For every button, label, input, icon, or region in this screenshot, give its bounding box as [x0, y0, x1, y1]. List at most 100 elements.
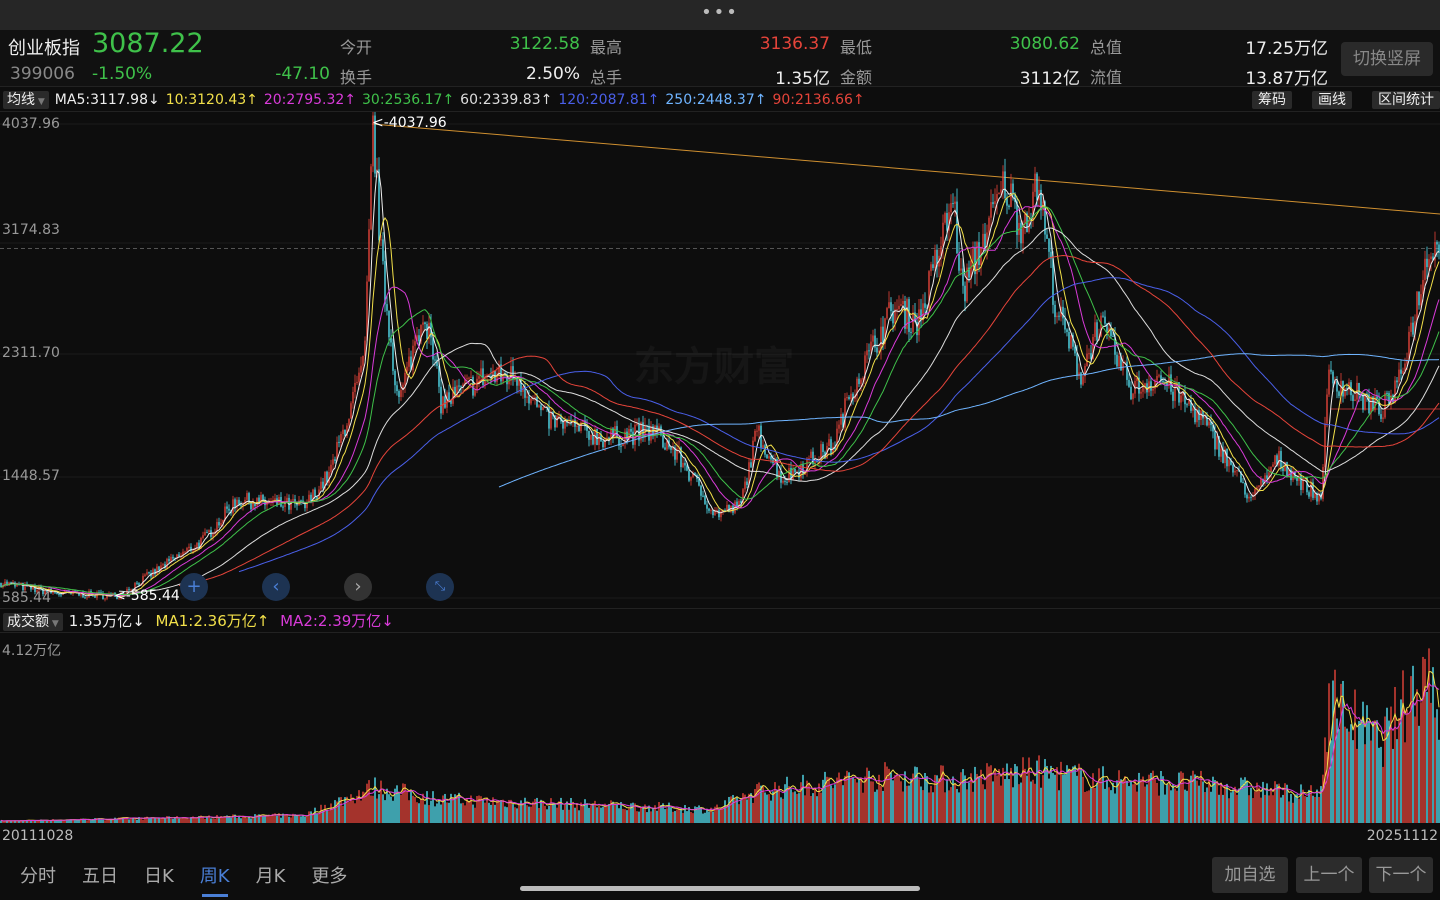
- ma-value: 10:3120.43↑: [165, 92, 258, 108]
- volume-bar: [554, 803, 556, 823]
- window-menu-handle[interactable]: •••: [0, 0, 1440, 30]
- tab-daily[interactable]: 日K: [144, 866, 174, 887]
- candle-body: [1366, 393, 1368, 395]
- volume-bar: [936, 775, 938, 823]
- volume-bar: [624, 809, 626, 823]
- candle-body: [1254, 488, 1256, 496]
- next-button[interactable]: 下一个: [1369, 857, 1433, 893]
- volume-bar: [412, 795, 414, 823]
- candle-body: [1068, 331, 1070, 349]
- candle-body: [1390, 395, 1392, 405]
- candle-body: [414, 341, 416, 346]
- previous-button[interactable]: 上一个: [1296, 857, 1362, 893]
- volume-bar: [1302, 789, 1304, 823]
- kline-chart[interactable]: [0, 112, 1440, 607]
- volume-bar: [246, 818, 248, 823]
- candle-body: [900, 304, 902, 306]
- ma-selector[interactable]: 均线 ▼: [3, 91, 49, 109]
- volume-bar: [388, 794, 390, 823]
- candle-body: [908, 299, 910, 332]
- volume-bar: [622, 808, 624, 823]
- candle-body: [1214, 431, 1216, 450]
- volume-bar: [180, 818, 182, 823]
- volume-bar: [1424, 658, 1426, 823]
- volume-chart[interactable]: [0, 632, 1440, 824]
- candle-body: [638, 423, 640, 441]
- volume-bar: [228, 816, 230, 823]
- ma-line-250: [498, 353, 1440, 488]
- candle-body: [1402, 370, 1404, 374]
- candle-body: [228, 508, 230, 511]
- volume-bar: [458, 792, 460, 823]
- candle-body: [580, 422, 582, 432]
- volume-bar: [1386, 707, 1388, 823]
- volume-bar: [778, 785, 780, 823]
- volume-bar: [350, 794, 352, 823]
- ma-value: 30:2536.17↑: [362, 92, 455, 108]
- zoom-in-button[interactable]: +: [180, 573, 208, 601]
- volume-bar: [1068, 770, 1070, 823]
- candle-body: [450, 399, 452, 404]
- candle-body: [1426, 258, 1428, 268]
- zoom-out-button[interactable]: ⤡: [426, 573, 454, 601]
- candle-body: [258, 497, 260, 504]
- volume-bar: [194, 818, 196, 823]
- volume-bar: [1216, 781, 1218, 823]
- candle-body: [688, 470, 690, 481]
- volume-bar: [64, 819, 66, 823]
- home-indicator[interactable]: [520, 886, 920, 891]
- candle-body: [1036, 173, 1038, 201]
- chip-button[interactable]: 筹码: [1252, 91, 1292, 109]
- candle-body: [808, 458, 810, 460]
- tab-weekly[interactable]: 周K: [199, 866, 230, 887]
- candle-body: [264, 499, 266, 506]
- volume-bar: [944, 792, 946, 823]
- candle-body: [902, 301, 904, 305]
- tab-more[interactable]: 更多: [311, 866, 348, 887]
- volume-bar: [354, 803, 356, 823]
- candle-body: [754, 430, 756, 441]
- candle-body: [1046, 234, 1048, 239]
- volume-bar: [372, 795, 374, 823]
- volume-bar: [374, 777, 376, 823]
- volume-bar: [420, 798, 422, 823]
- scroll-right-button[interactable]: ›: [344, 573, 372, 601]
- candle-body: [1208, 421, 1210, 426]
- scroll-left-button[interactable]: ‹: [262, 573, 290, 601]
- candle-body: [930, 264, 932, 272]
- ma-value: 90:2136.66↑: [772, 92, 865, 108]
- candle-body: [1120, 355, 1122, 371]
- volume-bar: [278, 813, 280, 823]
- volume-bar: [756, 784, 758, 823]
- candle-body: [42, 588, 44, 595]
- candle-body: [694, 473, 696, 476]
- tab-intraday[interactable]: 分时: [20, 866, 56, 887]
- candle-body: [1378, 399, 1380, 415]
- volume-bar: [132, 817, 134, 823]
- candle-body: [936, 249, 938, 267]
- candle-body: [354, 382, 356, 392]
- candle-body: [1332, 371, 1334, 384]
- candle-body: [194, 548, 196, 551]
- volume-bar: [42, 820, 44, 823]
- draw-line-button[interactable]: 画线: [1312, 91, 1352, 109]
- candle-body: [584, 420, 586, 427]
- candle-body: [912, 312, 914, 332]
- tab-monthly[interactable]: 月K: [255, 866, 286, 887]
- candle-body: [514, 379, 516, 381]
- candle-body: [410, 356, 412, 371]
- volume-bar: [466, 797, 468, 823]
- volume-bar: [1214, 780, 1216, 823]
- add-watchlist-button[interactable]: 加自选: [1212, 857, 1288, 893]
- volume-bar: [276, 815, 278, 823]
- candle-body: [6, 581, 8, 586]
- candle-body: [160, 565, 162, 571]
- volume-bar: [650, 811, 652, 823]
- tab-five-day[interactable]: 五日: [82, 866, 118, 887]
- volume-bar: [406, 791, 408, 823]
- volume-selector[interactable]: 成交额 ▼: [3, 613, 63, 631]
- volume-bar: [38, 820, 40, 823]
- range-stats-button[interactable]: 区间统计: [1372, 91, 1440, 109]
- switch-portrait-button[interactable]: 切换竖屏: [1341, 42, 1433, 76]
- volume-bar: [10, 820, 12, 823]
